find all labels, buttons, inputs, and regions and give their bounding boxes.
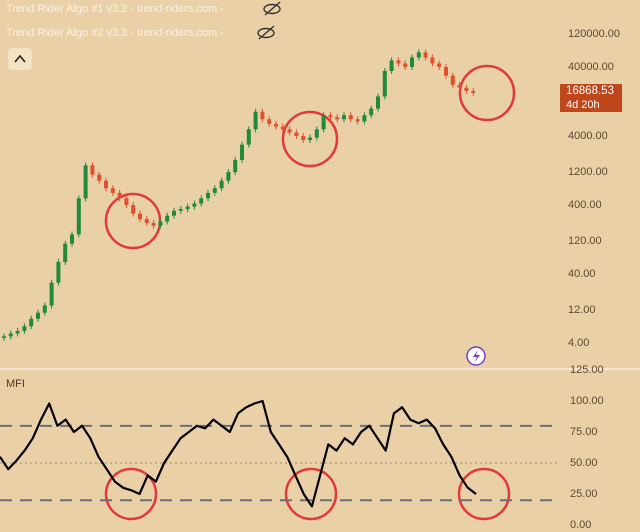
y-tick-label: 4000.00 — [568, 130, 608, 142]
y-tick-label: 40000.00 — [568, 61, 614, 73]
y-tick-label: 120.00 — [568, 235, 602, 247]
candle — [2, 336, 6, 338]
candle — [56, 261, 61, 283]
candle — [212, 188, 217, 193]
candle — [274, 123, 278, 127]
candle — [287, 129, 292, 133]
mfi-line — [0, 399, 477, 508]
candle — [376, 96, 380, 109]
candle — [29, 318, 34, 327]
candle — [423, 52, 428, 58]
candle — [294, 132, 299, 137]
candle — [410, 57, 414, 67]
candle — [138, 213, 142, 220]
y-tick-label: 25.00 — [570, 488, 598, 500]
annotation-circles — [104, 64, 516, 521]
candle — [321, 115, 326, 130]
candle — [70, 234, 74, 244]
candle — [76, 198, 81, 235]
candle — [246, 129, 251, 145]
candle — [403, 63, 408, 67]
candle — [362, 115, 367, 122]
candle — [117, 192, 122, 199]
y-tick-label: 40.00 — [568, 268, 596, 280]
y-tick-label: 4.00 — [568, 337, 589, 349]
candle — [301, 136, 306, 141]
candle — [450, 75, 455, 85]
candle — [124, 198, 129, 206]
candle — [437, 63, 442, 67]
candle — [457, 84, 462, 88]
y-tick-label: 100.00 — [570, 395, 604, 407]
candle — [15, 330, 20, 334]
candle — [389, 60, 394, 72]
candle — [308, 137, 312, 141]
candle — [396, 60, 401, 64]
candle — [280, 126, 285, 130]
candle — [49, 282, 54, 306]
candle — [199, 198, 204, 204]
candle — [416, 52, 421, 58]
candle — [83, 165, 88, 199]
candle — [355, 119, 360, 122]
lightning-icon[interactable] — [466, 346, 486, 366]
countdown-label: 4d 20h — [566, 99, 600, 111]
legend-line: Trend Rider Algo #2 v3.3 - trend-riders.… — [6, 27, 224, 39]
candle — [8, 333, 13, 337]
candle — [36, 312, 40, 319]
last-price-label: 16868.53 — [566, 85, 614, 97]
y-tick-label: 0.00 — [570, 519, 591, 531]
y-tick-label: 1200.00 — [568, 166, 608, 178]
candle — [369, 108, 374, 116]
candle — [63, 243, 68, 262]
candle — [240, 144, 244, 160]
candle — [42, 305, 47, 313]
candle — [430, 57, 435, 64]
candle — [151, 222, 156, 226]
candle — [342, 115, 346, 120]
candle — [219, 180, 224, 189]
y-tick-label: 120000.00 — [568, 28, 620, 40]
candle — [267, 119, 272, 124]
candle — [233, 159, 238, 173]
y-tick-label: 12.00 — [568, 304, 596, 316]
y-tick-label: 400.00 — [568, 199, 602, 211]
candle — [444, 66, 448, 76]
candle — [172, 210, 176, 216]
candle — [382, 71, 387, 97]
candle — [178, 209, 183, 211]
y-tick-label: 125.00 — [570, 364, 604, 376]
candle — [206, 192, 210, 199]
candle — [90, 165, 95, 175]
visibility-icon[interactable] — [257, 1, 281, 40]
collapse-button[interactable] — [8, 48, 32, 70]
pane-title: MFI — [6, 378, 25, 390]
candle — [226, 172, 231, 181]
candle — [131, 205, 136, 214]
candle — [260, 111, 265, 120]
candle — [314, 129, 319, 138]
candle — [158, 221, 163, 226]
candle — [328, 115, 333, 118]
candle — [97, 174, 102, 181]
y-tick-label: 75.00 — [570, 426, 598, 438]
legend-line: Trend Rider Algo #1 v3.2 - trend-riders.… — [6, 3, 224, 15]
candle — [348, 115, 353, 120]
candle — [144, 219, 149, 223]
candle — [185, 206, 190, 210]
candle — [335, 117, 340, 120]
candle — [165, 215, 170, 222]
candle — [110, 188, 115, 193]
candle — [471, 90, 476, 93]
candle — [104, 180, 108, 189]
y-tick-label: 50.00 — [570, 457, 598, 469]
candle — [192, 203, 197, 207]
candle — [464, 87, 469, 91]
candle — [22, 326, 27, 331]
price-label-box — [560, 84, 622, 112]
candle — [253, 111, 258, 130]
